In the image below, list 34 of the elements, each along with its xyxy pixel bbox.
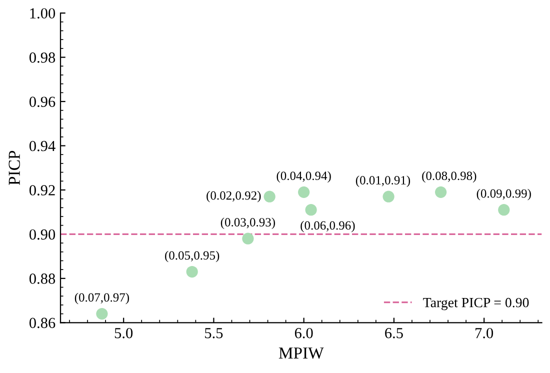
x-tick-label: 5.5 <box>205 328 223 338</box>
y-tick-label: 0.90 <box>29 229 56 240</box>
point <box>242 232 254 244</box>
point <box>298 186 310 198</box>
x-tick-label: 5.0 <box>114 328 133 338</box>
y-tick-label: 0.92 <box>29 185 55 196</box>
text: (0.04,0.94) <box>276 171 331 183</box>
y-tick-label: 1.00 <box>30 8 56 19</box>
point <box>96 308 108 320</box>
y-tick-label: 0.86 <box>29 318 56 328</box>
point <box>382 190 394 202</box>
text: (0.03,0.93) <box>220 218 276 230</box>
text: (0.02,0.92) <box>206 190 261 202</box>
text: (0.09,0.99) <box>476 188 531 200</box>
legend-label: Target PICP = 0.90 <box>423 298 529 310</box>
point <box>186 266 198 278</box>
y-tick-label: 0.94 <box>29 140 56 152</box>
x-tick-label: 6.5 <box>385 328 403 338</box>
y-tick-label: 0.88 <box>29 274 56 284</box>
x-axis-title: MPIW <box>278 348 324 359</box>
point <box>264 190 276 202</box>
text: (0.01,0.91) <box>356 176 410 187</box>
x-tick-label: 6.0 <box>294 328 313 338</box>
y-axis-title: PICP <box>8 150 20 185</box>
text: (0.08,0.98) <box>422 171 476 183</box>
point <box>305 204 317 216</box>
text: (0.07,0.97) <box>74 292 130 304</box>
point <box>498 204 510 216</box>
x-tick-label: 7.0 <box>476 328 494 338</box>
point <box>435 186 447 198</box>
y-tick-label: 0.96 <box>29 96 56 108</box>
text: (0.06,0.96) <box>300 220 355 232</box>
y-tick-label: 0.98 <box>29 52 56 63</box>
text: (0.05,0.95) <box>165 250 220 262</box>
